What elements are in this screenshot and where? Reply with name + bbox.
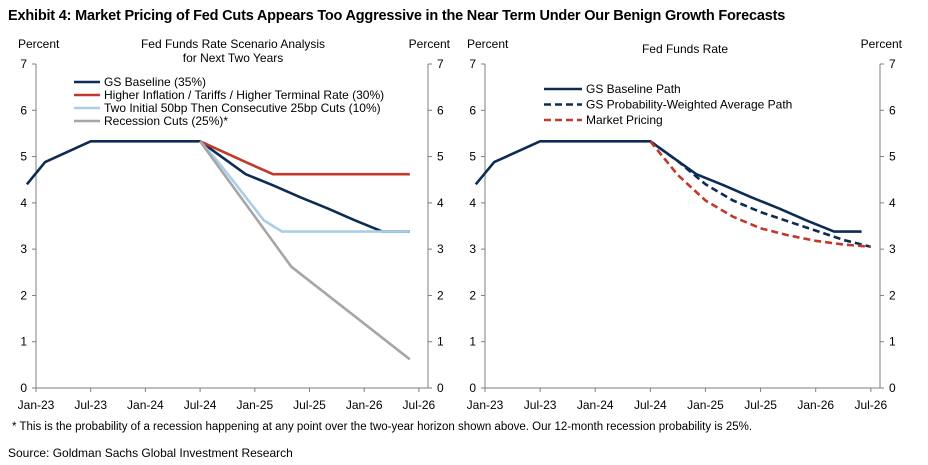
x-tick-label: Jan-26 — [346, 398, 383, 412]
y-tick-label-left: 3 — [20, 242, 27, 256]
y-axis-title-left: Percent — [467, 37, 509, 51]
legend-label: Recession Cuts (25%)* — [104, 114, 228, 128]
y-tick-label-right: 6 — [889, 103, 896, 117]
y-tick-label-left: 6 — [20, 103, 27, 117]
y-tick-label-left: 0 — [469, 381, 476, 395]
legend-label: GS Baseline (35%) — [104, 75, 206, 89]
x-tick-label: Jul-23 — [524, 398, 557, 412]
x-tick-label: Jan-23 — [18, 398, 55, 412]
chart-title: Fed Funds Rate Scenario Analysis — [141, 37, 325, 51]
x-tick-label: Jul-24 — [184, 398, 217, 412]
x-tick-label: Jan-23 — [467, 398, 504, 412]
y-tick-label-left: 2 — [20, 288, 27, 302]
y-tick-label-right: 7 — [889, 57, 896, 71]
source-note: Source: Goldman Sachs Global Investment … — [8, 446, 293, 460]
y-tick-label-right: 7 — [437, 57, 444, 71]
exhibit-title: Exhibit 4: Market Pricing of Fed Cuts Ap… — [8, 8, 786, 24]
series-line-higher-inflation-tariffs-higher-terminal-rate-30 — [199, 140, 410, 176]
y-tick-label-left: 4 — [20, 196, 27, 210]
series-line-market-pricing — [649, 140, 871, 249]
y-tick-label-left: 4 — [469, 196, 476, 210]
y-tick-label-right: 4 — [437, 196, 444, 210]
y-tick-label-right: 6 — [437, 103, 444, 117]
y-tick-label-left: 7 — [469, 57, 476, 71]
chart-title: for Next Two Years — [183, 51, 284, 65]
y-tick-label-right: 5 — [437, 150, 444, 164]
series-line-gs-baseline-35 — [25, 140, 410, 233]
y-tick-label-left: 5 — [20, 150, 27, 164]
y-tick-label-right: 0 — [437, 381, 444, 395]
y-tick-label-right: 2 — [437, 288, 444, 302]
y-tick-label-left: 2 — [469, 288, 476, 302]
legend-label: Market Pricing — [586, 113, 663, 127]
y-tick-label-right: 2 — [889, 288, 896, 302]
fed-funds-rate-chart: 0 0 1 1 2 2 3 3 4 4 5 5 6 6 7 7 Jan-23 Jul-23 Jan-24 Jul-24… — [467, 37, 903, 412]
x-tick-label: Jul-26 — [854, 398, 887, 412]
y-tick-label-right: 3 — [437, 242, 444, 256]
x-tick-label: Jan-26 — [797, 398, 834, 412]
scenario-analysis-chart: 0 0 1 1 2 2 3 3 4 4 5 5 6 6 7 7 Jan-23 Jul-23 Jan-24 Jul-24… — [18, 37, 451, 412]
y-tick-label-right: 3 — [889, 242, 896, 256]
legend-label: Higher Inflation / Tariffs / Higher Term… — [104, 88, 384, 102]
x-tick-label: Jul-25 — [293, 398, 326, 412]
y-tick-label-left: 3 — [469, 242, 476, 256]
y-axis-title-left: Percent — [18, 37, 60, 51]
chart-title: Fed Funds Rate — [642, 42, 728, 56]
x-tick-label: Jul-26 — [403, 398, 436, 412]
y-tick-label-left: 1 — [20, 335, 27, 349]
x-tick-label: Jan-25 — [687, 398, 724, 412]
y-tick-label-left: 7 — [20, 57, 27, 71]
y-axis-title-right: Percent — [861, 37, 903, 51]
y-tick-label-left: 0 — [20, 381, 27, 395]
y-axis-title-right: Percent — [409, 37, 451, 51]
legend-label: GS Baseline Path — [586, 82, 681, 96]
footnote: * This is the probability of a recession… — [12, 421, 753, 433]
legend-label: Two Initial 50bp Then Consecutive 25bp C… — [104, 101, 381, 115]
x-tick-label: Jan-25 — [236, 398, 273, 412]
y-tick-label-right: 4 — [889, 196, 896, 210]
y-tick-label-left: 6 — [469, 103, 476, 117]
y-tick-label-right: 5 — [889, 150, 896, 164]
x-tick-label: Jul-23 — [74, 398, 107, 412]
series-line-gs-probability-weighted-average-path — [649, 140, 872, 249]
x-tick-label: Jul-25 — [744, 398, 777, 412]
y-tick-label-right: 1 — [889, 335, 896, 349]
series-line-recession-cuts-25 — [199, 140, 411, 361]
series-line-two-initial-50bp-then-consecutive-25bp-cuts-10 — [199, 140, 410, 233]
x-tick-label: Jan-24 — [577, 398, 614, 412]
x-tick-label: Jan-24 — [127, 398, 164, 412]
y-tick-label-left: 1 — [469, 335, 476, 349]
legend-label: GS Probability-Weighted Average Path — [586, 98, 792, 112]
y-tick-label-right: 0 — [889, 381, 896, 395]
series-line-gs-baseline-path — [474, 140, 862, 233]
y-tick-label-right: 1 — [437, 335, 444, 349]
y-tick-label-left: 5 — [469, 150, 476, 164]
x-tick-label: Jul-24 — [634, 398, 667, 412]
